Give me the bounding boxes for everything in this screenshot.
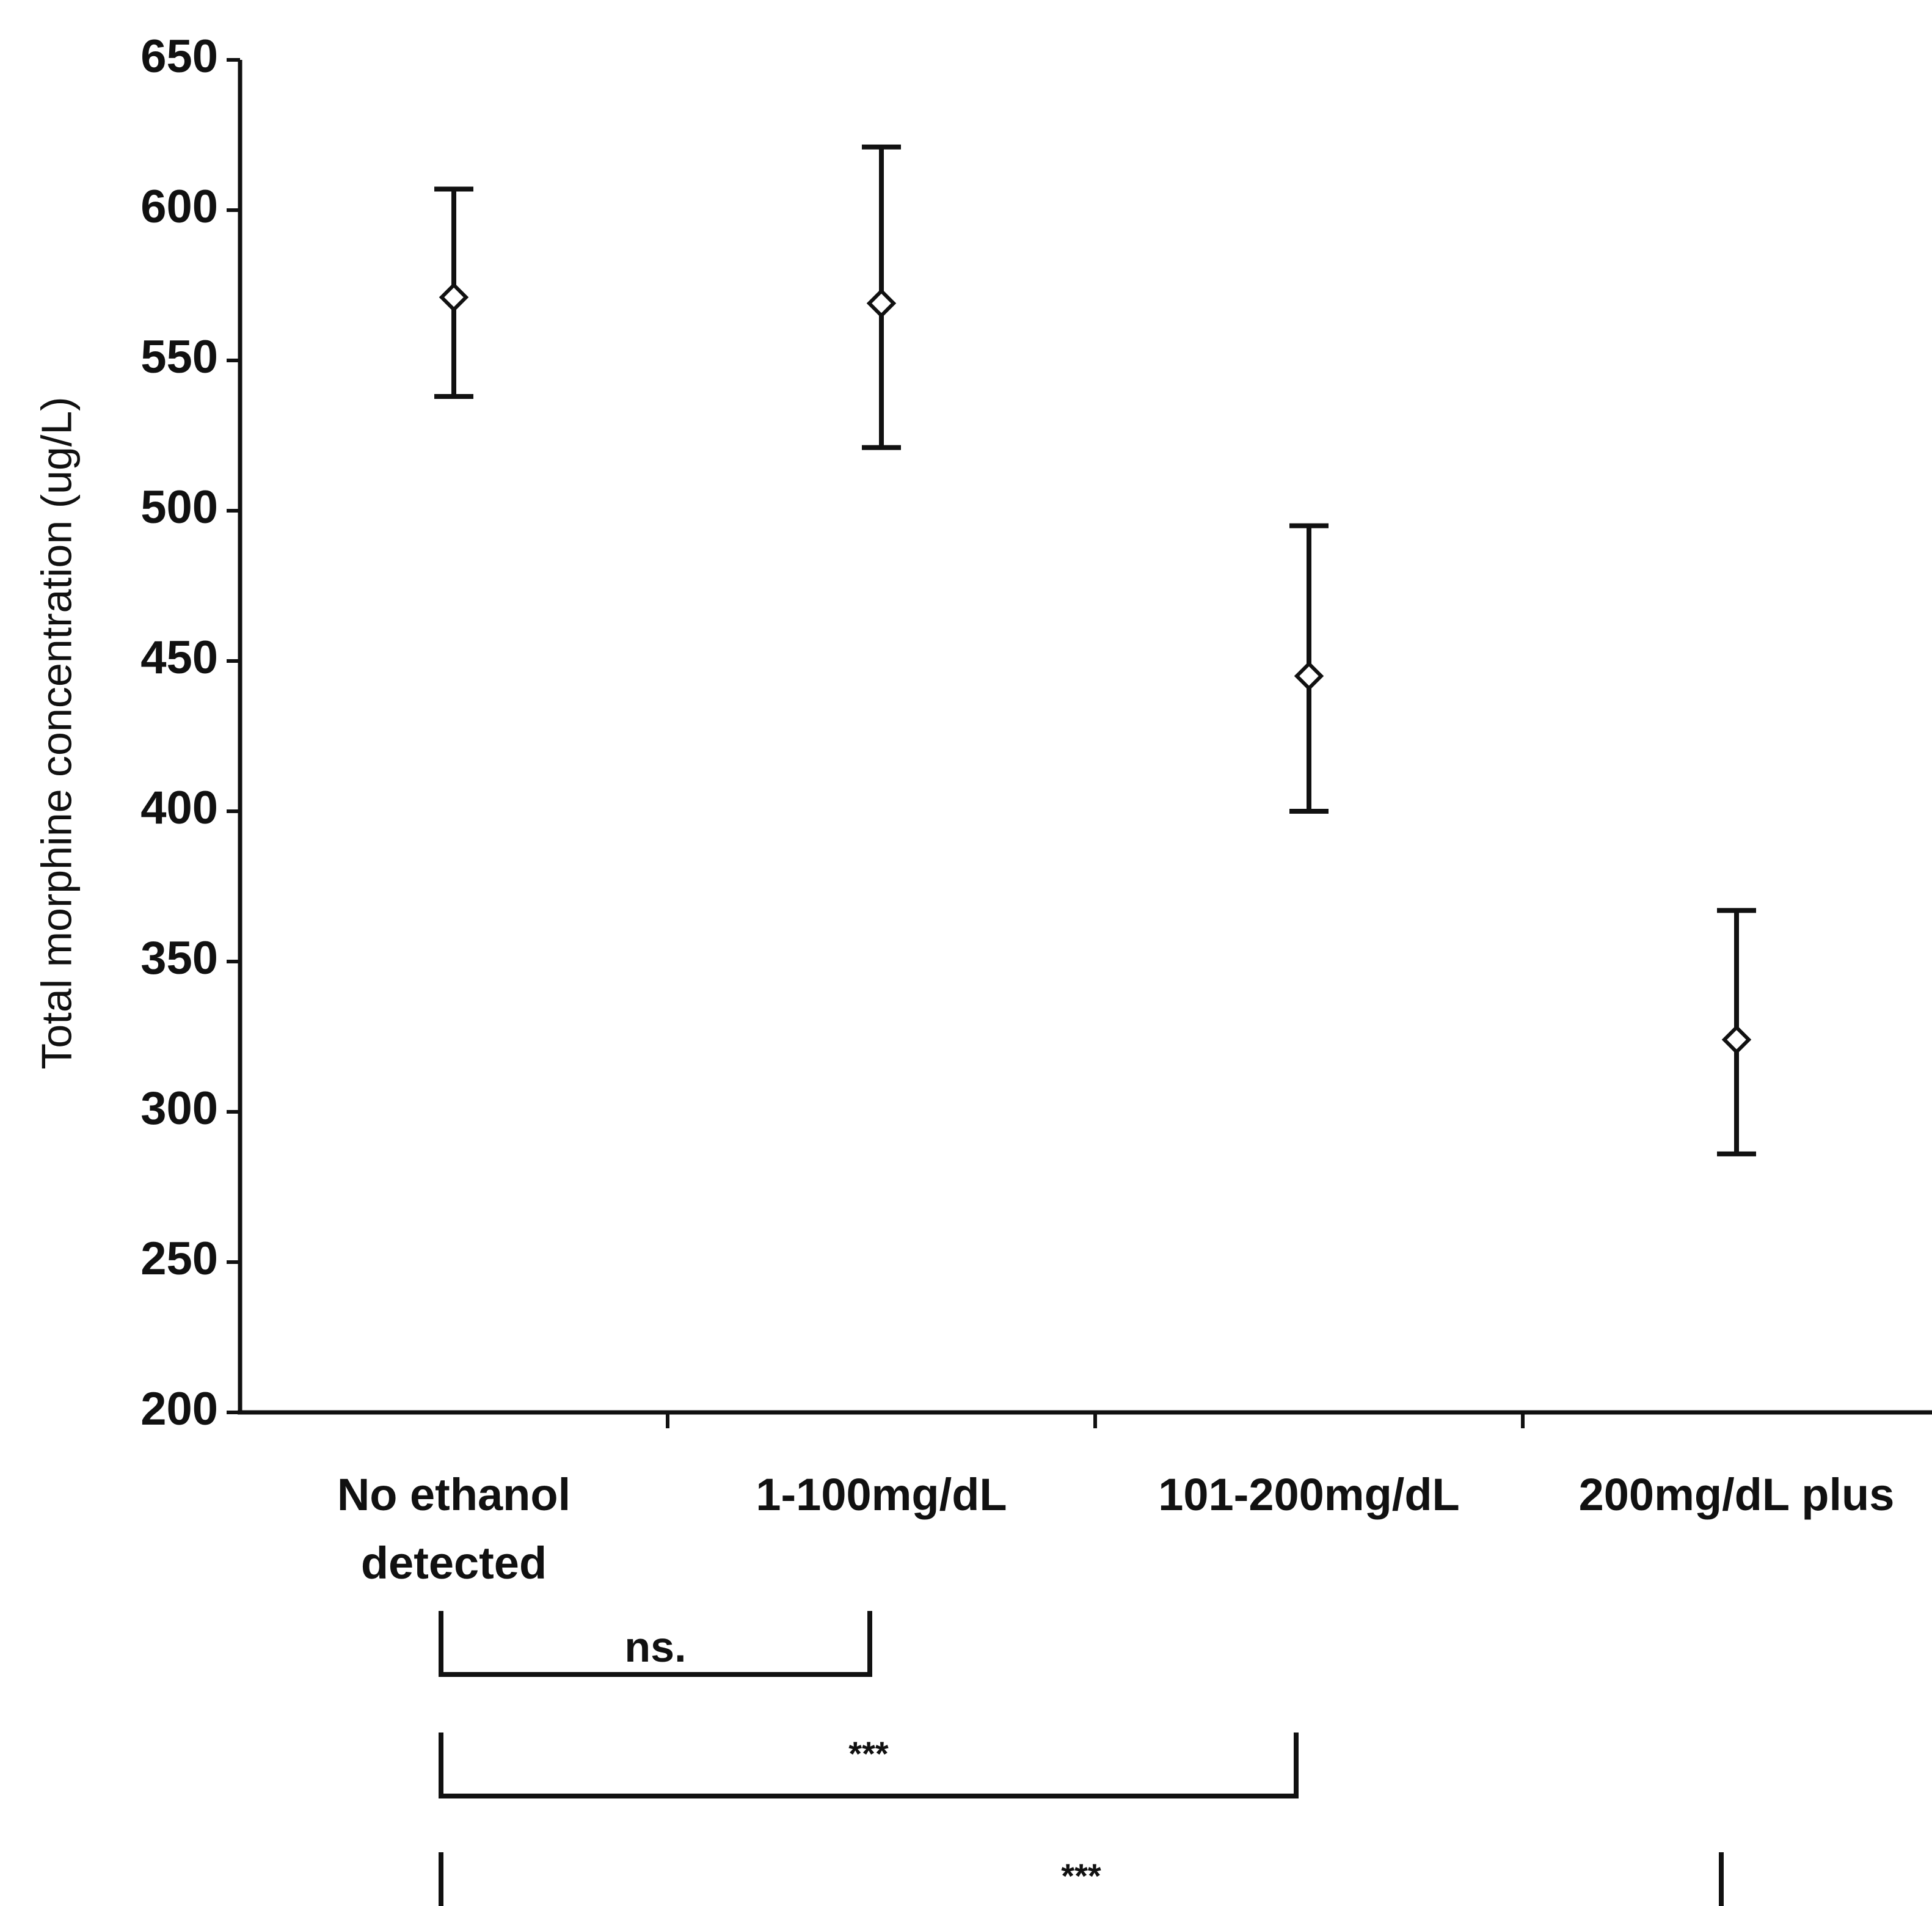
data-point-marker — [1721, 1024, 1752, 1055]
data-point-group — [434, 186, 473, 400]
y-tick-label: 250 — [140, 1233, 218, 1285]
y-tick-label: 500 — [140, 481, 218, 533]
category-label: 200mg/dL plus — [1579, 1469, 1895, 1520]
y-tick-label: 350 — [140, 932, 218, 984]
bracket-line — [439, 1852, 1724, 1906]
y-axis-title: Total morphine concentration (ug/L) — [32, 396, 80, 1069]
data-point-marker — [439, 282, 469, 312]
data-point-marker — [1294, 661, 1324, 691]
bracket-line — [439, 1733, 1299, 1798]
bracket-line — [439, 1611, 872, 1677]
category-label: 1-100mg/dL — [756, 1469, 1007, 1520]
significance-label: ns. — [624, 1623, 686, 1671]
significance-bracket: ns. — [439, 1611, 872, 1677]
y-tick-label: 400 — [140, 782, 218, 834]
significance-bracket: *** — [439, 1733, 1299, 1798]
significance-bracket: *** — [439, 1852, 1724, 1906]
data-point-group — [862, 144, 901, 450]
y-tick-label: 300 — [140, 1083, 218, 1134]
y-tick-label: 450 — [140, 632, 218, 684]
data-point-group — [1717, 908, 1756, 1156]
significance-label: *** — [1061, 1857, 1101, 1895]
significance-label: *** — [848, 1734, 889, 1773]
category-label: No ethanol detected — [337, 1469, 570, 1588]
y-tick-label: 600 — [140, 181, 218, 233]
data-point-group — [1289, 523, 1329, 814]
data-point-marker — [866, 288, 897, 318]
category-label: 101-200mg/dL — [1158, 1469, 1460, 1520]
y-tick-label: 550 — [140, 331, 218, 383]
y-tick-label: 650 — [140, 31, 218, 82]
y-tick-label: 200 — [140, 1383, 218, 1435]
